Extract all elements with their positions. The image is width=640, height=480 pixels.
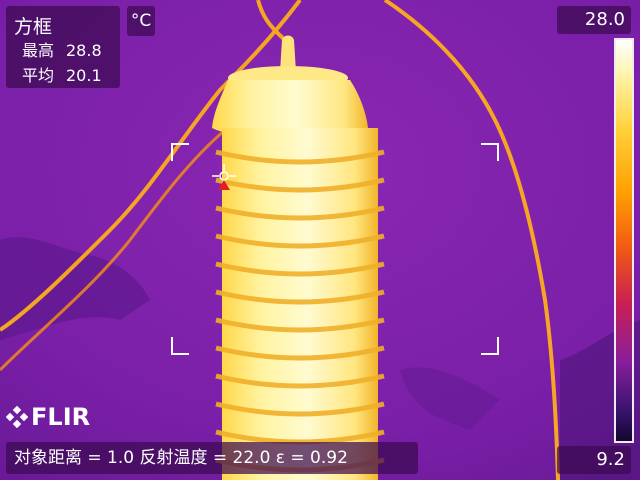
measure-box-corner-top-left[interactable] [171,143,189,161]
wire-right [383,0,560,480]
scale-max-value: 28.0 [557,6,631,34]
measure-box-corner-bottom-right[interactable] [481,337,499,355]
cool-patch-left [0,237,150,340]
measurement-title: 方框 [14,16,53,38]
measurement-box: 方框 最高 28.8 平均 20.1 [6,6,120,88]
wire-left [0,0,302,332]
wire-left-lower [0,128,226,372]
measure-box-corner-top-right[interactable] [481,143,499,161]
avg-row: 平均 20.1 [22,62,102,86]
max-row: 最高 28.8 [22,37,102,61]
avg-label: 平均 [22,66,55,85]
flir-diamond-icon [6,406,28,428]
avg-value: 20.1 [66,66,102,85]
flir-logo: FLIR [6,403,90,431]
measure-box-corner-bottom-left[interactable] [171,337,189,355]
scale-min-value: 9.2 [557,446,631,474]
max-value: 28.8 [66,41,102,60]
max-label: 最高 [22,41,55,60]
cool-patch-mid [400,367,500,430]
flir-brand-text: FLIR [31,403,91,431]
hot-spot-marker [218,180,230,190]
color-scale-bar [614,38,634,443]
wire-top [256,0,287,42]
insulator-terminal [280,35,296,72]
insulator-cap [212,80,368,139]
parameters-bar: 对象距离 = 1.0 反射温度 = 22.0 ε = 0.92 [6,442,418,474]
unit-indicator: °C [127,6,155,36]
